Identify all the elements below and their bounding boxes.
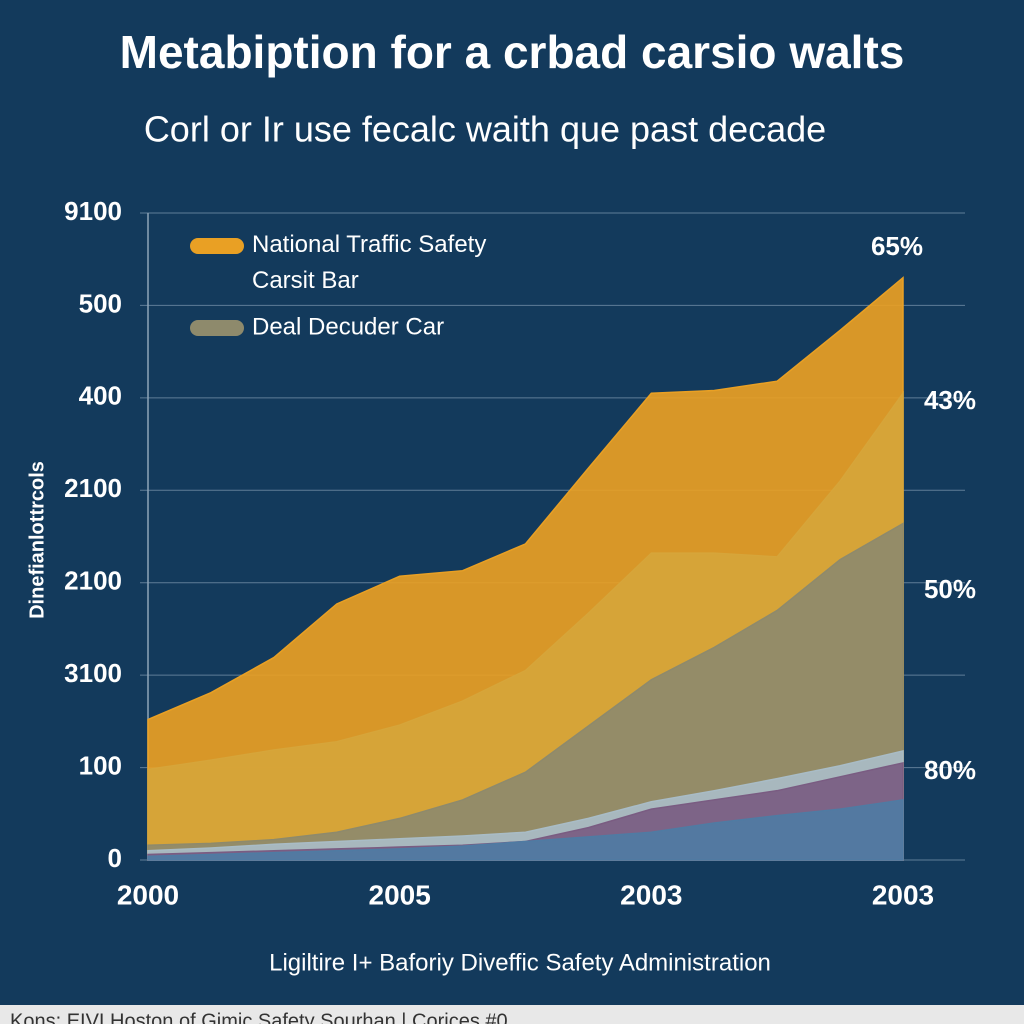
x-tick-label: 2003 (620, 879, 682, 910)
legend-swatch (190, 320, 244, 336)
y-tick-label: 500 (79, 288, 122, 318)
annotation: 50% (924, 574, 976, 604)
y-axis-label: Dinefianlottrcols (26, 461, 48, 619)
chart-title: Metabiption for a crbad carsio walts (120, 26, 905, 78)
y-tick-label: 3100 (64, 658, 122, 688)
source: Ligiltire I+ Baforiy Diveffic Safety Adm… (269, 949, 771, 976)
y-tick-label: 100 (79, 750, 122, 780)
legend-label: National Traffic Safety Carsit Bar (252, 231, 486, 294)
annotation: 43% (924, 385, 976, 415)
y-tick-label: 2100 (64, 473, 122, 503)
annotation: 65% (871, 231, 923, 261)
y-tick-label: 9100 (64, 196, 122, 226)
x-tick-label: 2000 (117, 879, 179, 910)
footer: Kons: EIVI Hoston of Gimic Safety Sourha… (10, 1010, 508, 1024)
y-tick-label: 0 (108, 843, 122, 873)
x-tick-label: 2003 (872, 879, 934, 910)
legend-swatch (190, 238, 244, 254)
legend-label: Deal Decuder Car (252, 313, 444, 340)
chart-subtitle: Corl or Ir use fecalc waith que past dec… (144, 109, 826, 150)
area (147, 799, 904, 861)
annotation: 80% (924, 755, 976, 785)
footer-bar (0, 1005, 1024, 1024)
y-tick-label: 400 (79, 381, 122, 411)
area (147, 522, 904, 861)
x-tick-label: 2005 (369, 879, 431, 910)
y-tick-label: 2100 (64, 566, 122, 596)
